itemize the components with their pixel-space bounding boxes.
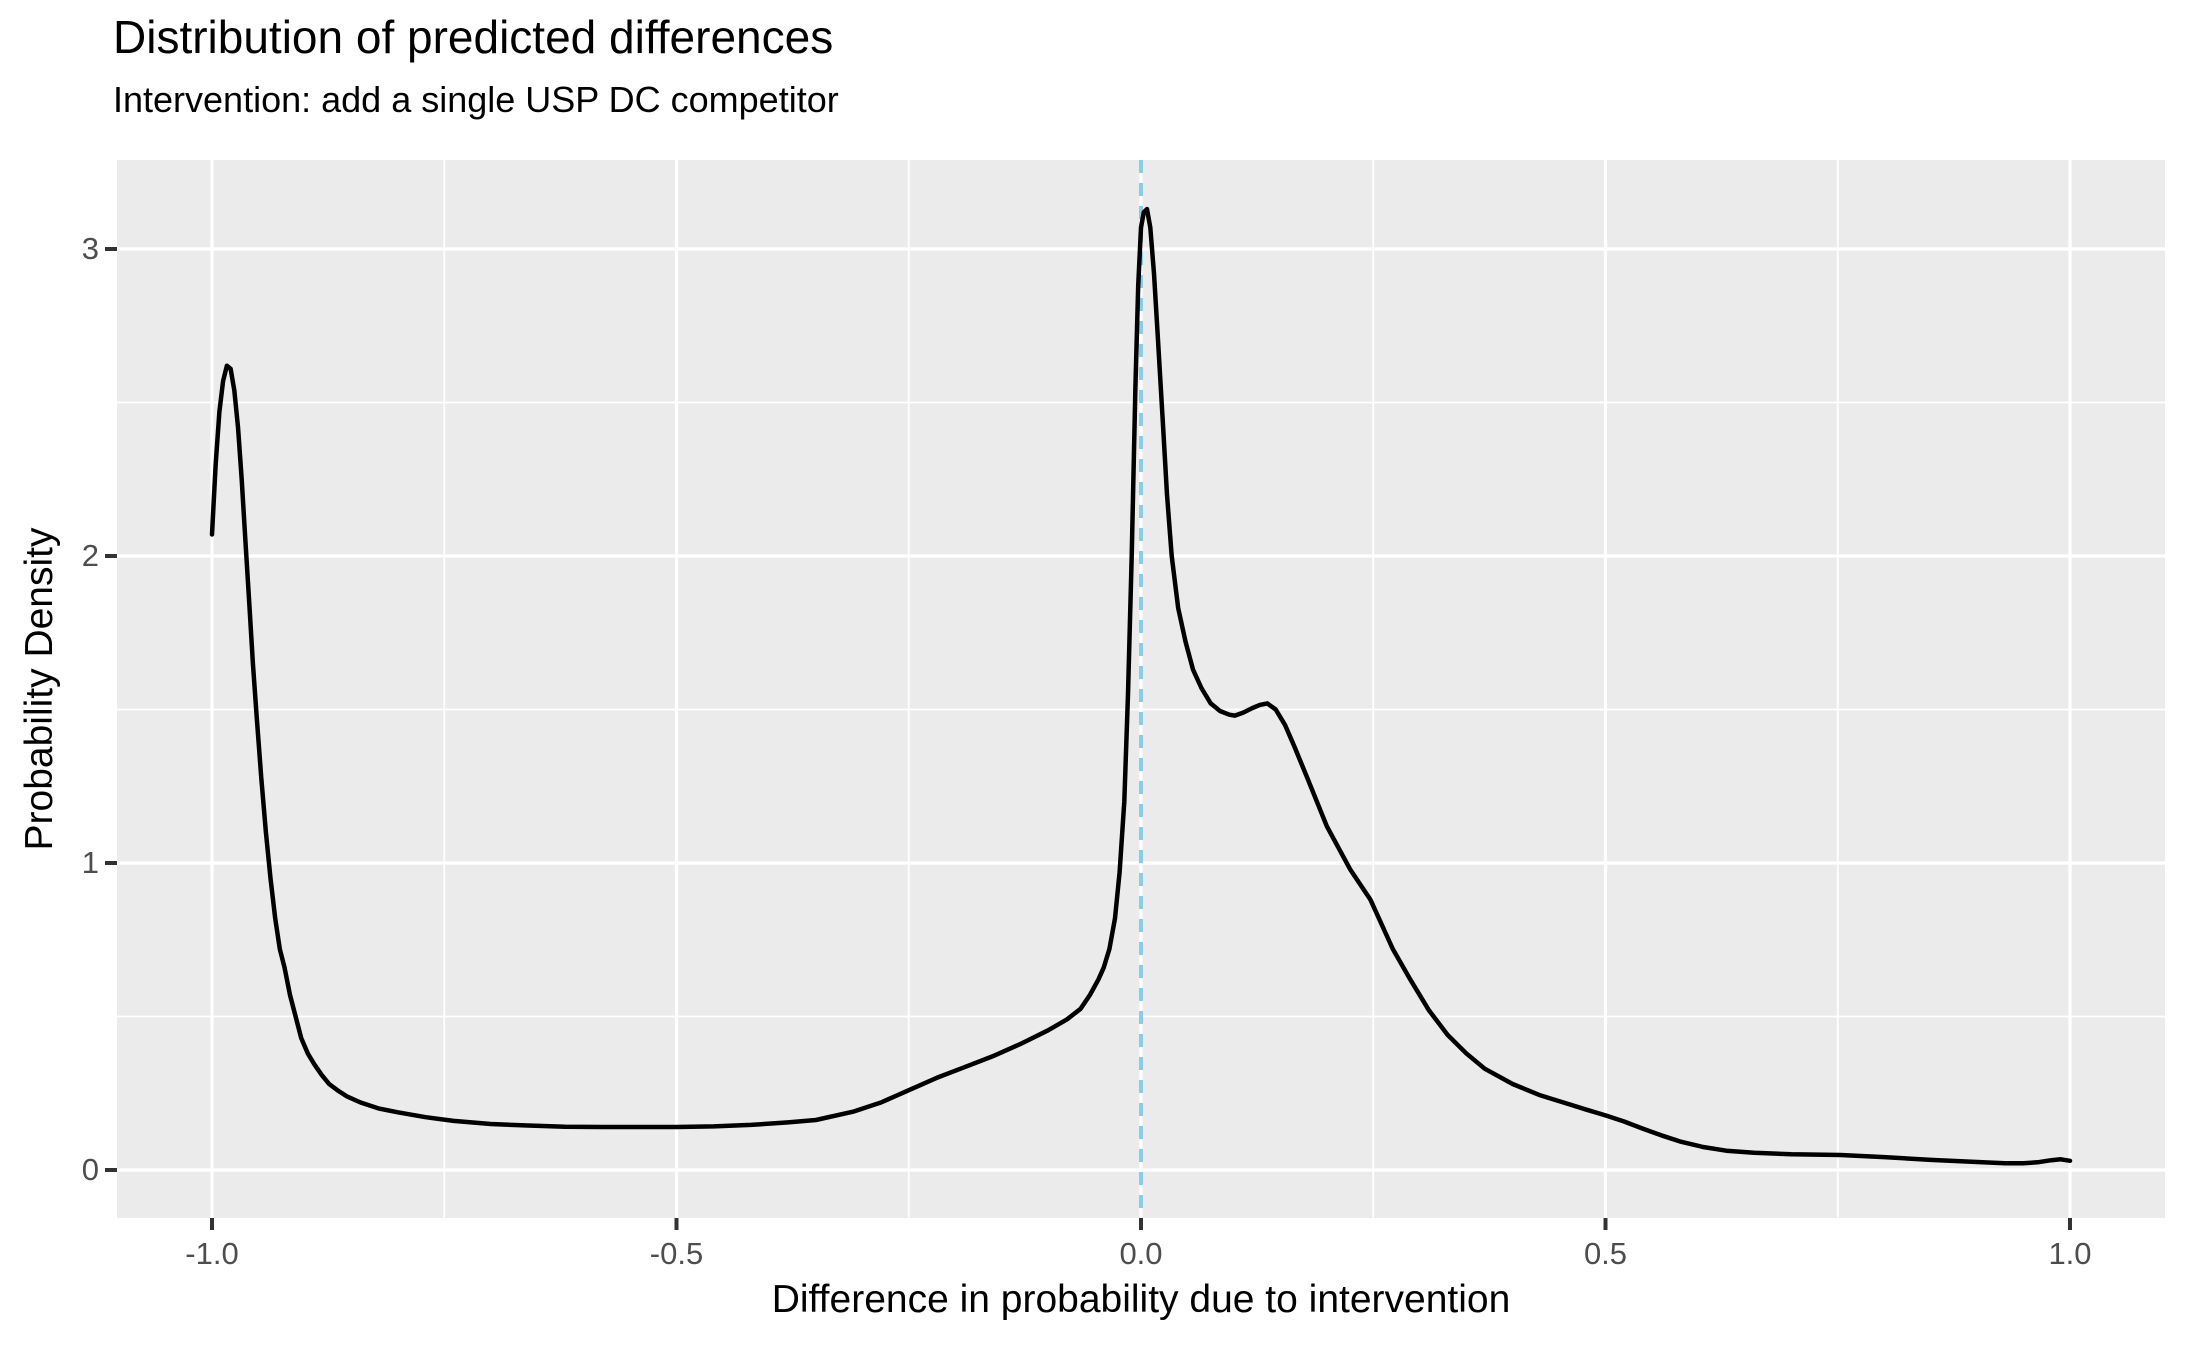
y-tick-label-0: 0 <box>81 1152 99 1187</box>
x-axis-title: Difference in probability due to interve… <box>771 1278 1511 1321</box>
x-tick-label-0: 0.0 <box>1119 1236 1163 1271</box>
x-tick-label-neg05: -0.5 <box>649 1236 704 1271</box>
chart-subtitle: Intervention: add a single USP DC compet… <box>113 79 839 120</box>
density-curve <box>209 206 2073 1166</box>
x-tick-label-1: 1.0 <box>2048 1236 2092 1271</box>
y-tick-label-3: 3 <box>81 231 99 266</box>
chart-title: Distribution of predicted differences <box>113 11 834 63</box>
x-tick-label-05: 0.5 <box>1583 1236 1628 1271</box>
y-tick-label-2: 2 <box>81 538 99 573</box>
y-axis-title: Probability Density <box>18 527 61 851</box>
x-tick-label-neg1: -1.0 <box>185 1236 239 1271</box>
y-tick-label-1: 1 <box>81 845 99 880</box>
